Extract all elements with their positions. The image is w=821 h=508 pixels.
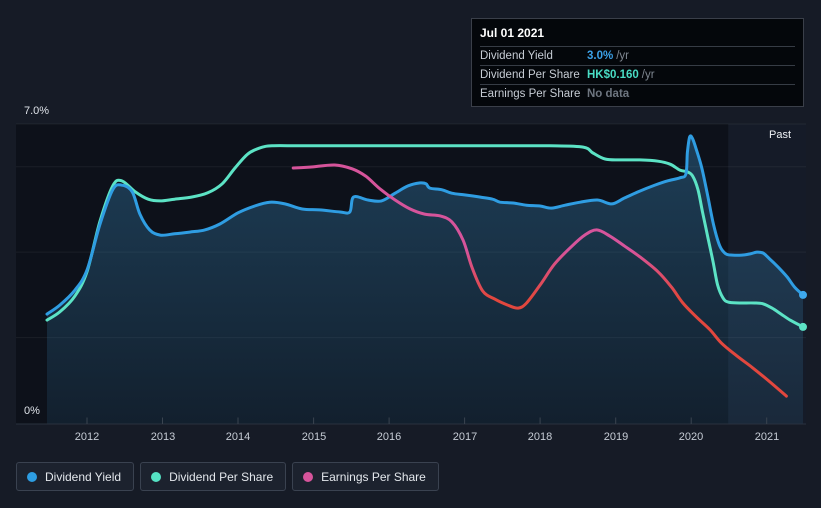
tooltip-row-dividend-yield: Dividend Yield 3.0% /yr bbox=[480, 46, 795, 65]
dividend-yield-area bbox=[47, 135, 803, 424]
tooltip-row-label: Dividend Yield bbox=[480, 50, 553, 62]
tooltip-row-dividend-per-share: Dividend Per Share HK$0.160 /yr bbox=[480, 65, 795, 84]
earnings-per-share-dot-icon bbox=[303, 471, 314, 482]
x-axis-label: 2013 bbox=[150, 431, 176, 443]
dividend-yield-dot-icon bbox=[27, 471, 37, 482]
tooltip-row-unit: /yr bbox=[616, 50, 629, 62]
legend-label: Dividend Yield bbox=[45, 469, 122, 484]
dividend-history-chart[interactable] bbox=[0, 0, 821, 455]
y-axis-label-top: 7.0% bbox=[24, 105, 50, 117]
legend-item-dividend-yield[interactable]: Dividend Yield bbox=[16, 462, 135, 491]
legend-item-earnings-per-share[interactable]: Earnings Per Share bbox=[292, 462, 439, 491]
tooltip-row-earnings-per-share: Earnings Per Share No data bbox=[480, 84, 795, 103]
earnings-per-share-line bbox=[291, 163, 788, 398]
x-axis-label: 2016 bbox=[376, 431, 402, 443]
y-axis-label-bottom: 0% bbox=[24, 405, 40, 417]
past-region-label: Past bbox=[769, 129, 792, 141]
dividend-per-share-line bbox=[45, 144, 805, 329]
tooltip-date: Jul 01 2021 bbox=[480, 26, 545, 40]
chart-legend: Dividend Yield Dividend Per Share Earnin… bbox=[16, 462, 439, 491]
x-axis-label: 2012 bbox=[74, 431, 100, 443]
legend-label: Dividend Per Share bbox=[169, 469, 274, 484]
tooltip-row-value: 3.0% bbox=[587, 50, 614, 62]
x-axis-label: 2021 bbox=[754, 431, 780, 443]
dividend-per-share-end-dot[interactable] bbox=[799, 322, 807, 331]
tooltip-row-label: Dividend Per Share bbox=[480, 69, 580, 81]
legend-item-dividend-per-share[interactable]: Dividend Per Share bbox=[140, 462, 287, 491]
dividend-per-share-dot-icon bbox=[151, 471, 162, 482]
tooltip-row-value: No data bbox=[587, 88, 630, 100]
x-axis-label: 2014 bbox=[225, 431, 251, 443]
tooltip-row-unit: /yr bbox=[641, 69, 655, 81]
dividend-yield-line bbox=[45, 134, 805, 316]
legend-label: Earnings Per Share bbox=[321, 469, 426, 484]
x-axis-label: 2018 bbox=[527, 431, 553, 443]
x-axis-label: 2019 bbox=[603, 431, 629, 443]
x-axis-label: 2017 bbox=[452, 431, 478, 443]
tooltip-row-value: HK$0.160 bbox=[587, 69, 639, 81]
x-axis-label: 2015 bbox=[301, 431, 327, 443]
tooltip-row-label: Earnings Per Share bbox=[480, 88, 581, 100]
x-axis-label: 2020 bbox=[678, 431, 704, 443]
dividend-yield-end-dot[interactable] bbox=[799, 290, 807, 299]
chart-tooltip: Jul 01 2021 Dividend Yield 3.0% /yr Divi… bbox=[471, 18, 804, 107]
